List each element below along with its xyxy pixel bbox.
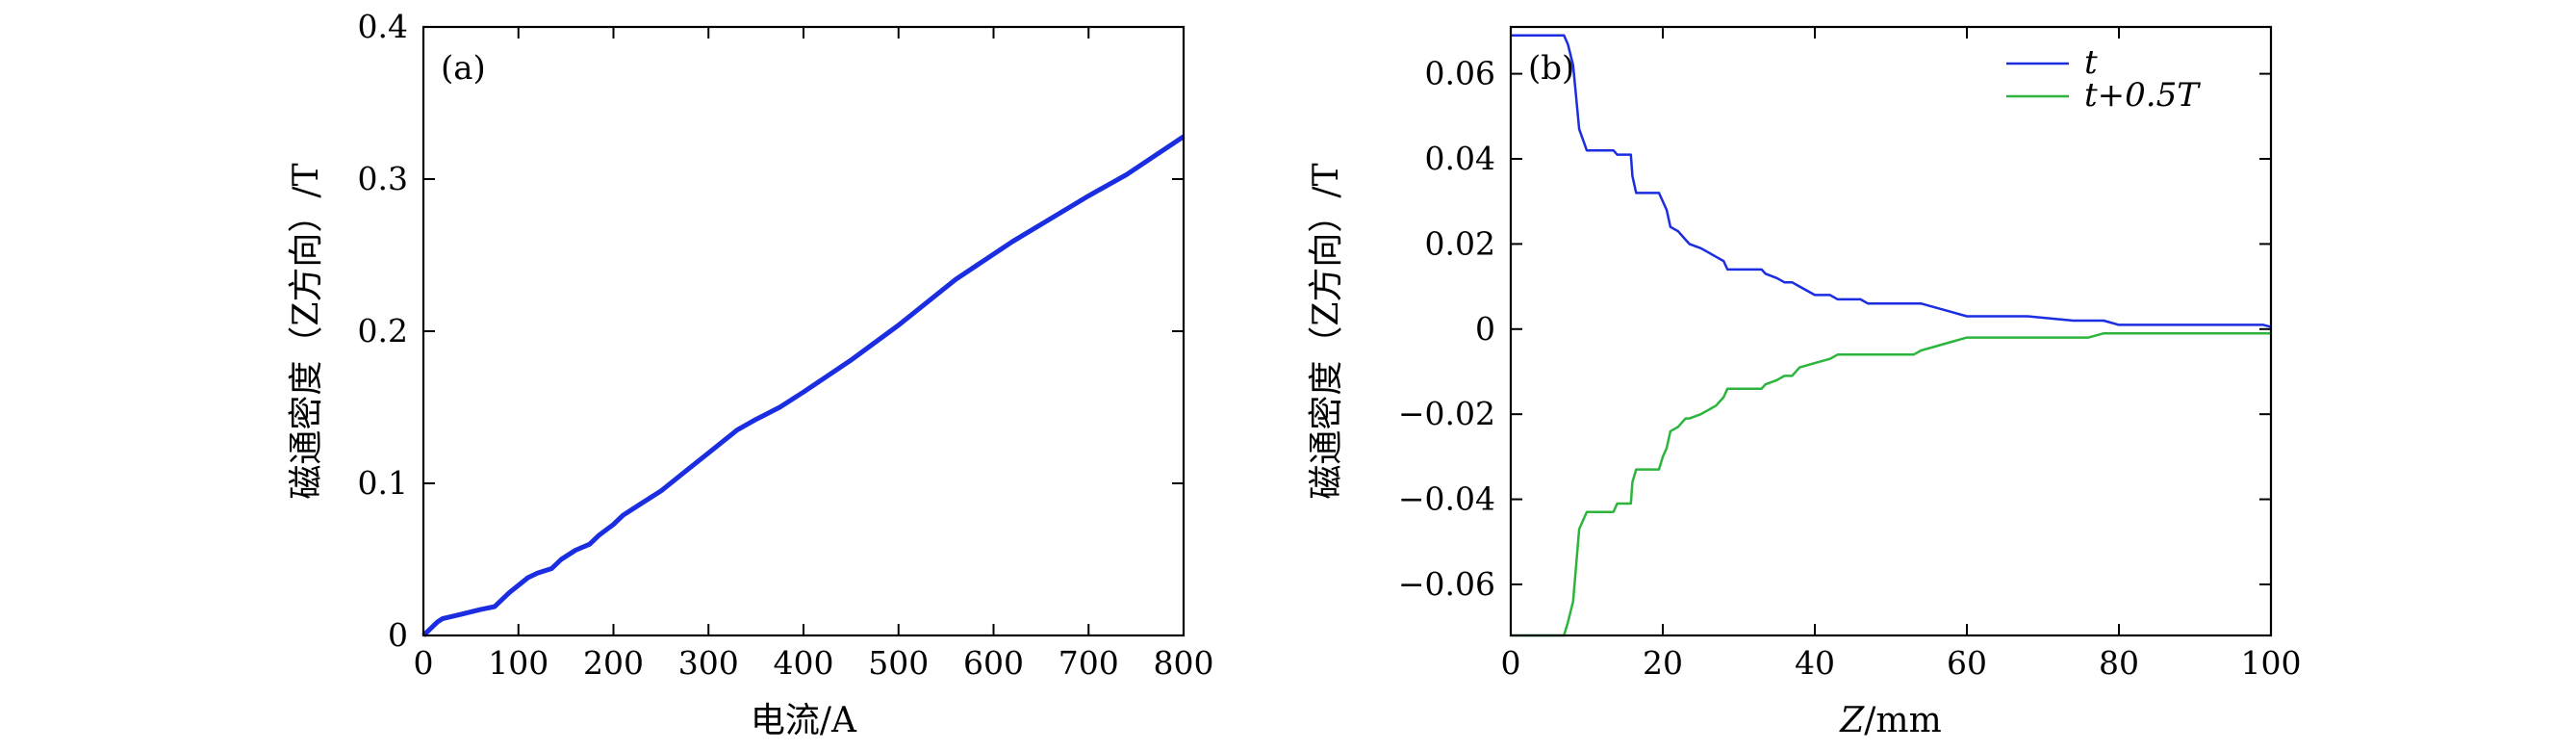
plot-area-a (421, 134, 1186, 637)
y-tick-label: −0.06 (1398, 565, 1495, 603)
x-tick-label: 100 (2241, 644, 2302, 682)
x-tick-label: 40 (1795, 644, 1835, 682)
x-axis-label-b-unit: /mm (1864, 701, 1941, 740)
x-axis-label-a: 电流/A (751, 701, 857, 740)
legend: t t+0.5T (2006, 43, 2201, 115)
y-axis-label-a: 磁通密度（Z方向）/T (287, 163, 326, 499)
axes-frame-b (1509, 25, 2273, 637)
x-tick-label: 500 (868, 644, 929, 682)
x-tick-label: 100 (488, 644, 548, 682)
series-line-a-0 (421, 134, 1186, 637)
x-axis-label-b-var: Z (1839, 701, 1865, 740)
y-tick-label: 0 (388, 616, 408, 654)
y-tick-label: 0.04 (1425, 140, 1495, 177)
x-tick-label: 400 (774, 644, 834, 682)
x-tick-label: 300 (678, 644, 739, 682)
y-tick-label: 0.2 (358, 312, 408, 350)
plot-area-b (1511, 34, 2272, 637)
y-axis-label-b: 磁通密度（Z方向）/T (1307, 163, 1346, 499)
x-tick-label: 80 (2099, 644, 2139, 682)
y-tick-label: −0.02 (1398, 395, 1495, 432)
y-tick-label: 0.02 (1425, 224, 1495, 262)
panel-label-b: (b) (1528, 49, 1574, 88)
series-line-b-1 (1511, 331, 2271, 637)
chart-panel-a: (a) 0 100 200 300 400 500 600 700 80000.10.20.30… (287, 8, 1214, 740)
x-tick-label: 200 (583, 644, 644, 682)
chart-panel-b: (b) 0 20 40 60 80 100 0.06 0.04 0.02 0 −0.02 −0.04 −… (1307, 25, 2302, 740)
ticks-a: 0 100 200 300 400 500 600 700 800 0 0.1 0.2 0.3 0.4 (358, 8, 1214, 682)
legend-label-t: t (2084, 43, 2098, 82)
axes-frame-a (421, 25, 1186, 637)
series-line-b-0 (1511, 34, 2272, 328)
x-tick-label: 600 (963, 644, 1024, 682)
x-axis-label-b: Z/mm (1839, 701, 1941, 740)
y-tick-label: −0.04 (1398, 480, 1495, 518)
x-tick-label: 60 (1947, 644, 1987, 682)
x-tick-label: 0 (414, 644, 434, 682)
legend-label-t-plus-half-period: t+0.5T (2084, 76, 2201, 115)
ticks-b: 0 20 40 60 80 100 0.06 0.04 0.02 0 −0.02 −0.04 −0.06 (1398, 27, 2302, 682)
y-tick-label: 0.4 (358, 8, 408, 45)
panel-label-a: (a) (441, 49, 486, 88)
x-tick-label: 0 (1501, 644, 1521, 682)
y-tick-label: 0.1 (358, 464, 408, 502)
y-tick-label: 0.06 (1425, 55, 1495, 92)
y-tick-label: 0 (1475, 310, 1495, 348)
x-tick-label: 700 (1058, 644, 1119, 682)
x-tick-label: 800 (1154, 644, 1214, 682)
x-tick-label: 20 (1643, 644, 1683, 682)
y-tick-label: 0.3 (358, 160, 408, 197)
